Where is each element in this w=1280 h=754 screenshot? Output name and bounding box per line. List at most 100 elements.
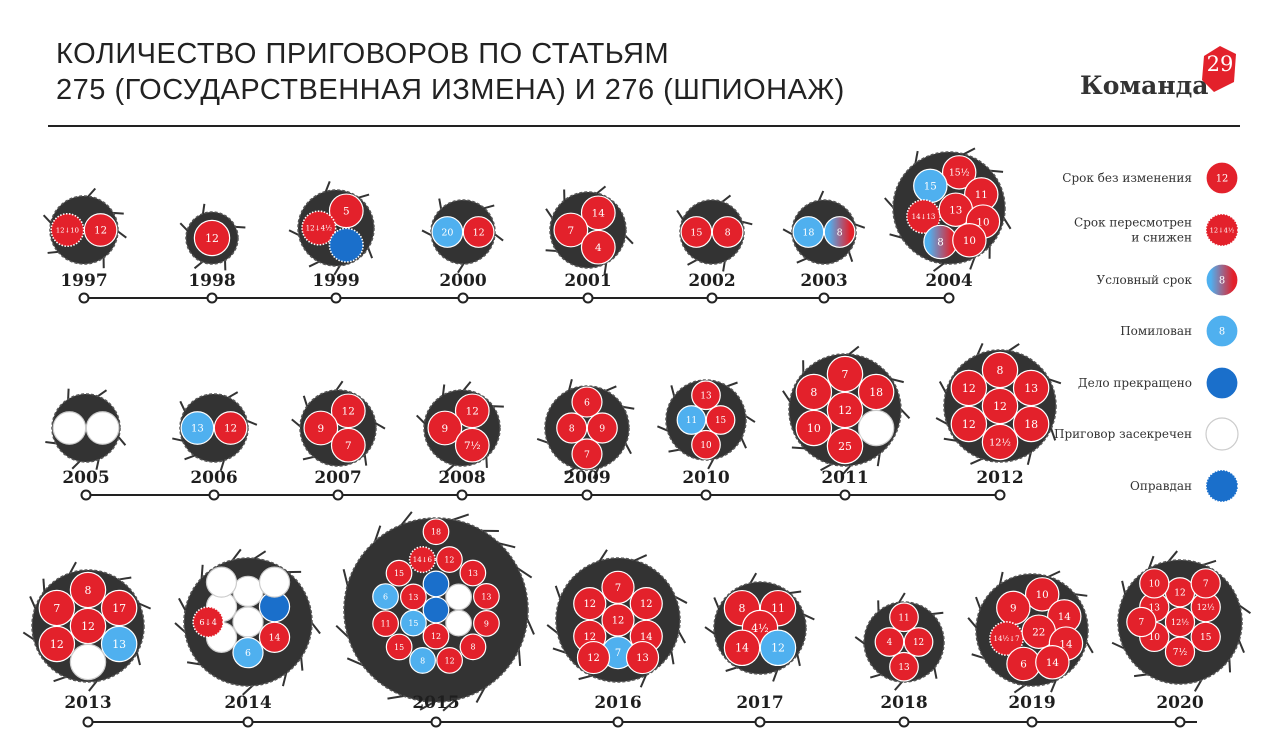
sentence-2012-6-label: 18 bbox=[1024, 418, 1038, 431]
year-label-2012: 2012 bbox=[976, 468, 1023, 488]
sentence-2017-4-label: 14 bbox=[735, 642, 749, 655]
sentence-2015-10 bbox=[473, 583, 500, 610]
sentence-1997-2 bbox=[83, 213, 118, 247]
sentence-2011-2-label: 8 bbox=[810, 386, 817, 399]
sentence-2007-3 bbox=[330, 427, 366, 463]
year-cluster-2009: 6 8 9 7 2009 bbox=[536, 379, 635, 501]
sentence-2018-3-label: 12 bbox=[913, 638, 924, 648]
year-label-2009: 2009 bbox=[563, 468, 610, 488]
sentence-2008-1-label: 12 bbox=[466, 406, 479, 418]
chart-title-line2: 275 (ГОСУДАРСТВЕННАЯ ИЗМЕНА) И 276 (ШПИО… bbox=[56, 74, 845, 106]
sentence-2015-11 bbox=[473, 610, 500, 637]
sentence-2018-4 bbox=[889, 651, 919, 682]
year-label-1997: 1997 bbox=[60, 271, 107, 291]
sentence-2013-2-label: 7 bbox=[53, 602, 60, 615]
sentence-2015-14 bbox=[409, 647, 436, 674]
legend-label-revised: и снижен bbox=[1131, 231, 1192, 245]
sentence-2004-8-label: 10 bbox=[963, 235, 976, 247]
sentence-2012-4 bbox=[981, 387, 1019, 425]
sentence-2019-8-label: 14 bbox=[1046, 657, 1060, 669]
year-cluster-2014: 14 6 6↓4 2014 bbox=[174, 548, 321, 728]
sentence-2015-8 bbox=[436, 546, 463, 573]
sentence-2020-5-label: 15 bbox=[1200, 633, 1212, 643]
sentence-2017-2-label: 11 bbox=[771, 602, 785, 615]
sentence-2009-1 bbox=[571, 386, 603, 418]
year-cluster-2012: 8 12 13 12 12 18 12½ 2012 bbox=[935, 342, 1062, 501]
sentence-2010-4 bbox=[691, 429, 721, 460]
sentence-2004-1 bbox=[941, 155, 977, 190]
year-cluster-2007: 12 9 7 2007 bbox=[291, 380, 386, 501]
sentence-2002-1 bbox=[680, 216, 713, 248]
legend-label-classified: Приговор засекречен bbox=[1054, 427, 1192, 441]
sentence-2004-1-label: 15½ bbox=[949, 168, 970, 179]
legend-swatch-unchanged bbox=[1205, 161, 1239, 195]
sentence-2006-2-label: 12 bbox=[224, 424, 237, 435]
sentence-2011-3-label: 18 bbox=[869, 386, 883, 399]
legend-item-pardoned: Помилован 8 bbox=[1120, 314, 1239, 348]
header-divider bbox=[48, 125, 1240, 127]
sentence-2001-3 bbox=[580, 229, 616, 265]
year-label-2014: 2014 bbox=[224, 693, 271, 713]
legend-label-probation: Условный срок bbox=[1097, 273, 1193, 287]
year-label-2004: 2004 bbox=[925, 271, 972, 291]
sentence-2017-1-label: 8 bbox=[739, 602, 746, 615]
legend-label-unchanged: Срок без изменения bbox=[1062, 171, 1192, 185]
legend-item-classified: Приговор засекречен bbox=[1054, 417, 1239, 451]
sentence-2020-10-label: 7 bbox=[1139, 618, 1145, 628]
sentence-2008-1 bbox=[454, 393, 490, 429]
sentence-2016-4-label: 12 bbox=[612, 616, 625, 627]
sentence-2013-5 bbox=[38, 625, 76, 663]
sentence-2016-4 bbox=[601, 603, 635, 637]
sentence-1999-1-label: 5 bbox=[343, 206, 350, 218]
sentence-2011-1 bbox=[826, 355, 864, 393]
sentence-2009-4 bbox=[571, 438, 603, 470]
sentence-2015-7-label: 13 bbox=[408, 593, 418, 602]
sentence-2014-7-label: 6 bbox=[245, 648, 251, 659]
sentence-2016-9 bbox=[625, 640, 660, 675]
sentence-2015-13 bbox=[436, 647, 463, 674]
year-label-2013: 2013 bbox=[64, 693, 111, 713]
chart-title: КОЛИЧЕСТВО ПРИГОВОРОВ ПО СТАТЬЯМ 275 (ГО… bbox=[56, 36, 845, 108]
timeline-node-2011 bbox=[839, 489, 851, 501]
legend-item-unchanged: Срок без изменения 12 bbox=[1062, 161, 1239, 195]
sentence-2016-3 bbox=[573, 587, 607, 621]
sentence-2006-1 bbox=[180, 411, 215, 445]
sentence-2011-7-label: 25 bbox=[838, 440, 852, 453]
timeline-node-2000 bbox=[457, 292, 469, 304]
sentence-2013-6 bbox=[100, 625, 138, 663]
year-cluster-2020: 12 12½ 13 12½ 15 10 7½ 10 7 7 2020 bbox=[1111, 550, 1252, 728]
sentence-2007-1 bbox=[330, 393, 366, 429]
sentence-2020-3-label: 13 bbox=[1149, 603, 1161, 613]
sentence-2015-19-label: 14↓6 bbox=[413, 556, 433, 564]
timeline-node-2006 bbox=[208, 489, 220, 501]
sentence-2013-5-label: 12 bbox=[50, 638, 64, 651]
timeline-node-2003 bbox=[818, 292, 830, 304]
sentence-1998-1-label: 12 bbox=[205, 232, 219, 245]
sentence-2015-13-label: 12 bbox=[445, 656, 455, 665]
timeline-node-2020 bbox=[1174, 716, 1186, 728]
sentence-2020-8 bbox=[1139, 568, 1170, 599]
sentence-2014-1 bbox=[232, 575, 264, 607]
sentence-2007-1-label: 12 bbox=[342, 406, 355, 418]
sentence-2004-7-label: 8 bbox=[937, 237, 944, 249]
sentence-2013-4 bbox=[69, 607, 107, 645]
sentence-1997-2-label: 12 bbox=[94, 226, 107, 237]
timeline-node-1998 bbox=[206, 292, 218, 304]
sentence-2012-1 bbox=[981, 351, 1019, 389]
sentence-2015-17-label: 6 bbox=[383, 592, 388, 601]
legend-label-terminated: Дело прекращено bbox=[1078, 376, 1192, 390]
sentence-2002-2-label: 8 bbox=[725, 227, 731, 238]
sentence-2016-1 bbox=[601, 570, 635, 604]
sentence-2015-17 bbox=[372, 583, 399, 610]
sentence-2013-3 bbox=[100, 589, 138, 627]
sentence-2004-5-label: 13 bbox=[949, 204, 962, 216]
legend-swatch-probation bbox=[1205, 263, 1239, 297]
sentence-2007-2-label: 9 bbox=[318, 423, 325, 435]
sentence-2010-2-label: 11 bbox=[686, 416, 697, 426]
year-cluster-2019: 10 9 14 14½↓7 22 14 6 14 2019 bbox=[967, 570, 1094, 728]
year-label-2011: 2011 bbox=[821, 468, 868, 488]
year-label-2017: 2017 bbox=[736, 693, 783, 713]
sentence-2015-6-label: 15 bbox=[408, 619, 418, 628]
sentence-2010-3 bbox=[705, 405, 736, 435]
